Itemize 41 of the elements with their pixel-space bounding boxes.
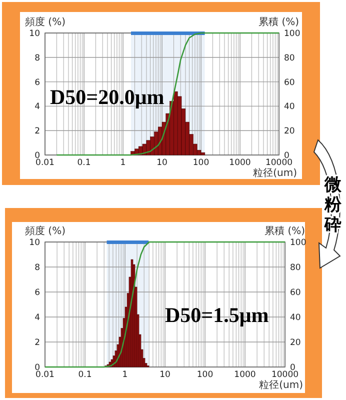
y-tick-label: 6	[34, 78, 40, 88]
x-axis-title: 粒径(um)	[259, 380, 304, 391]
x-tick-label: 1	[120, 158, 126, 168]
x-tick-label: 0.01	[36, 158, 54, 168]
y2-tick-label: 100	[284, 29, 300, 39]
x-tick-label: 1000	[229, 158, 251, 168]
x-tick-label: 0.1	[78, 370, 92, 380]
y-tick-label: 6	[34, 288, 40, 298]
y2-tick-label: 40	[290, 313, 301, 323]
x-tick-label: 0.1	[77, 158, 91, 168]
y2-tick-label: 20	[284, 126, 295, 137]
y-tick-label: 4	[34, 102, 40, 112]
y-axis-title: 頻度 (%)	[25, 16, 66, 28]
y2-axis-title: 累積 (%)	[264, 225, 306, 237]
y-tick-label: 4	[34, 313, 40, 323]
y-tick-label: 2	[34, 338, 40, 348]
x-tick-label: 1	[122, 370, 128, 380]
x-tick-label: 10000	[271, 370, 299, 380]
y2-tick-label: 80	[290, 263, 301, 273]
y-tick-label: 2	[34, 126, 40, 137]
x-tick-label: 100	[192, 158, 210, 168]
x-tick-label: 0.01	[36, 370, 54, 380]
y2-tick-label: 80	[284, 53, 295, 64]
y2-tick-label: 60	[284, 78, 295, 88]
x-axis-title: 粒径(um)	[253, 168, 298, 179]
y-tick-label: 8	[34, 263, 40, 273]
annotation: D50=20.0μm	[50, 85, 165, 109]
y-tick-label: 8	[34, 53, 40, 64]
y-axis-title: 頻度 (%)	[25, 225, 66, 237]
y2-tick-label: 60	[290, 288, 301, 298]
y2-axis-title: 累積 (%)	[258, 16, 300, 28]
annotation: D50=1.5μm	[165, 303, 270, 327]
x-tick-label: 10000	[265, 158, 293, 168]
y-tick-label: 10	[29, 29, 40, 39]
y2-tick-label: 20	[290, 338, 301, 348]
x-tick-label: 1000	[234, 370, 256, 380]
x-tick-label: 10	[156, 158, 168, 168]
x-tick-label: 100	[196, 370, 214, 380]
y-tick-label: 10	[29, 238, 40, 248]
x-tick-label: 10	[160, 370, 170, 380]
y2-tick-label: 40	[284, 102, 295, 112]
